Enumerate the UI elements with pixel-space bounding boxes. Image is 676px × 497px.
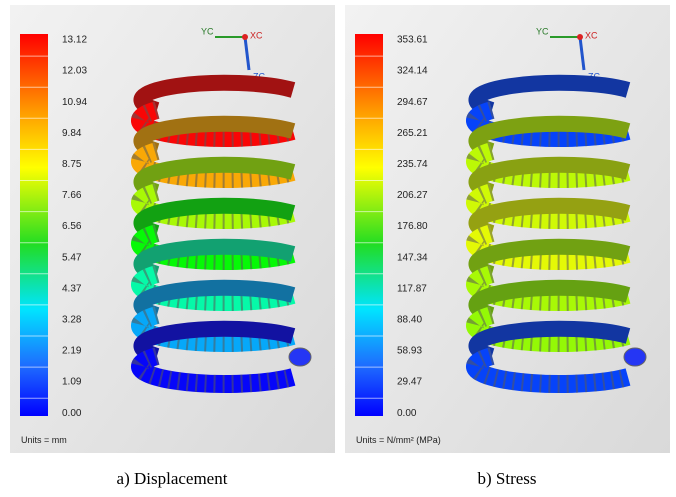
legend-label: 88.40 bbox=[397, 315, 422, 326]
axis-xc bbox=[577, 34, 583, 40]
legend-label: 117.87 bbox=[397, 283, 427, 294]
legend-label: 1.09 bbox=[62, 377, 82, 388]
legend-label: 12.03 bbox=[62, 66, 87, 77]
legend-label: 147.34 bbox=[397, 252, 428, 263]
legend-label: 235.74 bbox=[397, 159, 428, 170]
colorbar bbox=[355, 34, 383, 416]
legend-label: 176.80 bbox=[397, 221, 428, 232]
legend-label: 206.27 bbox=[397, 190, 428, 201]
axis-xc bbox=[242, 34, 248, 40]
colorbar bbox=[20, 34, 48, 416]
legend-label: 5.47 bbox=[62, 252, 82, 263]
figure: 13.12 12.03 10.94 9.84 8.75 7.66 6.56 5.47 4.37 3… bbox=[0, 0, 676, 497]
legend-label: 0.00 bbox=[397, 408, 417, 419]
legend-label: 13.12 bbox=[62, 35, 87, 46]
axis-label: XC bbox=[250, 30, 263, 40]
legend-label: 6.56 bbox=[62, 221, 82, 232]
result-panel: 353.61 324.14 294.67 265.21 235.74 206.27 176.… bbox=[345, 5, 670, 488]
legend-label: 265.21 bbox=[397, 128, 428, 139]
caption: a) Displacement bbox=[117, 469, 228, 488]
legend-label: 58.93 bbox=[397, 346, 422, 357]
legend-label: 3.28 bbox=[62, 315, 82, 326]
legend-label: 8.75 bbox=[62, 159, 82, 170]
axis-label: YC bbox=[201, 26, 214, 36]
axis-label: YC bbox=[536, 26, 549, 36]
legend-label: 29.47 bbox=[397, 377, 422, 388]
spring-end bbox=[624, 348, 646, 366]
legend-label: 4.37 bbox=[62, 283, 82, 294]
legend-label: 324.14 bbox=[397, 66, 428, 77]
legend-label: 9.84 bbox=[62, 128, 82, 139]
units-label: Units = N/mm² (MPa) bbox=[356, 435, 441, 445]
legend-label: 10.94 bbox=[62, 97, 87, 108]
units-label: Units = mm bbox=[21, 435, 67, 445]
legend-label: 353.61 bbox=[397, 35, 428, 46]
legend-label: 294.67 bbox=[397, 97, 428, 108]
legend-label: 2.19 bbox=[62, 346, 82, 357]
axis-label: XC bbox=[585, 30, 598, 40]
result-panel: 13.12 12.03 10.94 9.84 8.75 7.66 6.56 5.47 4.37 3… bbox=[10, 5, 335, 488]
caption: b) Stress bbox=[477, 469, 536, 488]
legend-label: 0.00 bbox=[62, 408, 82, 419]
spring-end bbox=[289, 348, 311, 366]
legend-label: 7.66 bbox=[62, 190, 82, 201]
